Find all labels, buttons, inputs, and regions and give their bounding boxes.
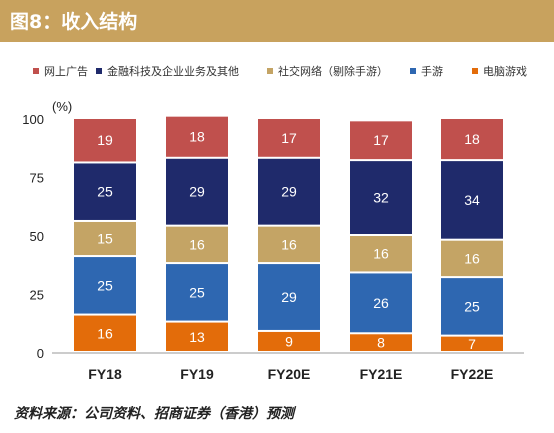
bar-segment-fy19-s0	[166, 322, 228, 351]
bar-segment-fy18-s1	[74, 257, 136, 314]
bar-segment-fy21e-s4	[350, 121, 412, 160]
x-tick-label-fy20e: FY20E	[268, 366, 311, 382]
bar-segment-fy19-s1	[166, 264, 228, 321]
data-label-fy21e-s3: 32	[373, 190, 389, 206]
bar-segment-fy21e-s2	[350, 236, 412, 272]
header-bar: 图8：收入结构	[0, 0, 554, 42]
bar-segment-fy20e-s2	[258, 226, 320, 263]
bar-segment-fy20e-s1	[258, 264, 320, 330]
data-label-fy22e-s2: 16	[464, 250, 480, 266]
data-label-fy18-s0: 16	[97, 325, 113, 341]
data-label-fy19-s0: 13	[189, 329, 205, 345]
y-tick-label-100: 100	[22, 112, 44, 127]
data-label-fy20e-s0: 9	[285, 333, 293, 349]
data-label-fy20e-s3: 29	[281, 184, 297, 200]
data-label-fy20e-s4: 17	[281, 130, 297, 146]
bar-segment-fy19-s2	[166, 226, 228, 263]
legend-label-4: 电脑游戏	[483, 65, 527, 78]
legend-label-0: 网上广告	[44, 65, 88, 78]
x-tick-label-fy21e: FY21E	[360, 366, 403, 382]
bar-segment-fy22e-s4	[441, 119, 503, 160]
bar-segment-fy18-s3	[74, 163, 136, 220]
x-tick-label-fy22e: FY22E	[451, 366, 494, 382]
data-label-fy19-s3: 29	[189, 184, 205, 200]
bar-segment-fy22e-s1	[441, 278, 503, 335]
data-label-fy19-s1: 25	[189, 284, 205, 300]
legend-swatch-3	[410, 68, 416, 74]
x-tick-label-fy18: FY18	[88, 366, 122, 382]
bar-segment-fy22e-s2	[441, 240, 503, 277]
bar-segment-fy18-s0	[74, 315, 136, 351]
x-tick-label-fy19: FY19	[180, 366, 214, 382]
chart-legend: 网上广告 金融科技及企业业务及其他 社交网络（剔除手游） 手游 电脑游戏	[33, 64, 527, 78]
data-label-fy18-s2: 15	[97, 231, 113, 247]
data-label-fy22e-s3: 34	[464, 192, 480, 208]
bar-segment-fy21e-s3	[350, 161, 412, 234]
legend-swatch-0	[33, 68, 39, 74]
bar-segment-fy20e-s4	[258, 119, 320, 157]
data-label-fy18-s1: 25	[97, 277, 113, 293]
data-label-fy22e-s1: 25	[464, 298, 480, 314]
bar-segment-fy19-s4	[166, 116, 228, 157]
bar-segment-fy22e-s0	[441, 336, 503, 351]
data-label-fy22e-s0: 7	[468, 336, 476, 352]
y-tick-label-50: 50	[30, 229, 44, 244]
y-tick-label-75: 75	[30, 171, 44, 186]
bar-segment-fy18-s4	[74, 119, 136, 162]
y-axis-label: (%)	[52, 99, 72, 114]
x-axis-labels: FY18 FY19 FY20E FY21E FY22E	[88, 366, 493, 382]
data-label-fy21e-s0: 8	[377, 335, 385, 351]
data-label-fy18-s3: 25	[97, 184, 113, 200]
bar-segment-fy19-s3	[166, 158, 228, 225]
revenue-structure-chart: 网上广告 金融科技及企业业务及其他 社交网络（剔除手游） 手游 电脑游戏 (%) 0 25…	[22, 64, 527, 382]
data-label-fy21e-s2: 16	[373, 246, 389, 262]
bar-segment-fy21e-s1	[350, 273, 412, 333]
y-tick-label-0: 0	[37, 346, 44, 361]
legend-swatch-2	[267, 68, 273, 74]
legend-swatch-4	[472, 68, 478, 74]
bar-segment-fy20e-s3	[258, 158, 320, 225]
data-label-fy21e-s1: 26	[373, 295, 389, 311]
bar-segment-fy18-s2	[74, 221, 136, 256]
legend-label-1: 金融科技及企业业务及其他	[107, 64, 239, 78]
legend-label-3: 手游	[421, 64, 443, 78]
bar-segment-fy21e-s0	[350, 334, 412, 351]
legend-swatch-1	[96, 68, 102, 74]
data-label-fy20e-s2: 16	[281, 236, 297, 252]
data-label-fy22e-s4: 18	[464, 131, 480, 147]
legend-label-2: 社交网络（剔除手游）	[278, 64, 388, 78]
bar-segment-fy22e-s3	[441, 161, 503, 239]
y-axis-ticks: 0 25 50 75 100	[22, 112, 44, 361]
data-label-fy19-s4: 18	[189, 129, 205, 145]
data-label-fy20e-s1: 29	[281, 289, 297, 305]
source-note: 资料来源：公司资料、招商证券（香港）预测	[14, 406, 294, 422]
bar-stack-group: 16 25 15 25 19 13 25 16 29 18 9 29 16 29 17 8 26 16 32 17 7 2…	[74, 116, 503, 352]
page-title: 图8：收入结构	[10, 11, 138, 33]
y-tick-label-25: 25	[30, 288, 44, 303]
data-label-fy21e-s4: 17	[373, 132, 389, 148]
data-label-fy18-s4: 19	[97, 132, 113, 148]
data-label-fy19-s2: 16	[189, 236, 205, 252]
bar-segment-fy20e-s0	[258, 331, 320, 351]
